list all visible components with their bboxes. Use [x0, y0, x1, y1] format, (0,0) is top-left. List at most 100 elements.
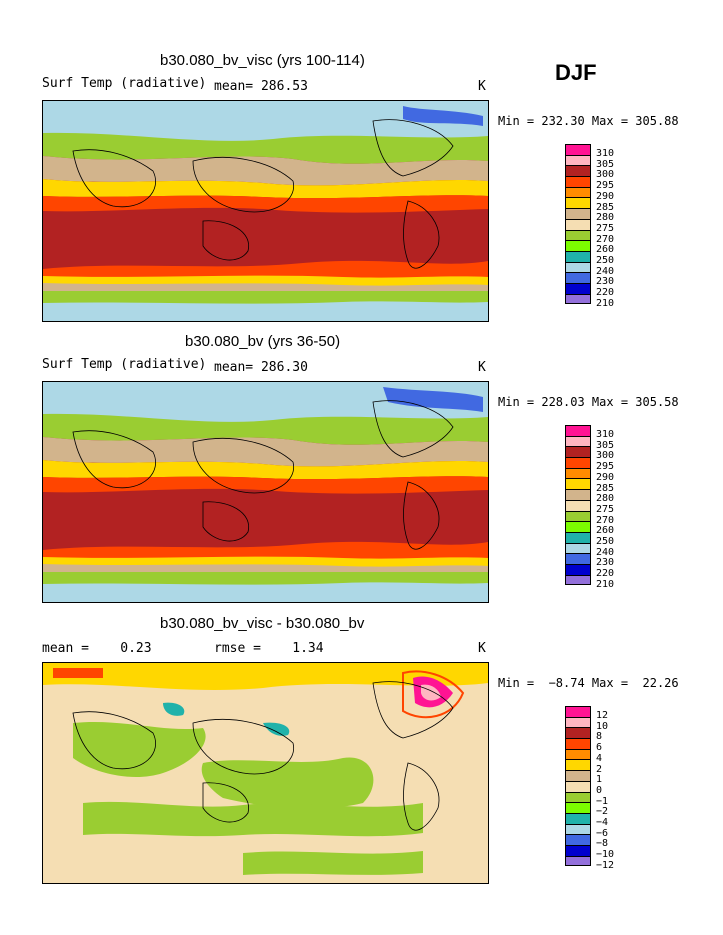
panel2-field-label: Surf Temp (radiative)	[42, 357, 207, 372]
legend-swatch	[565, 553, 591, 564]
panel1-legend-label: 305	[596, 158, 615, 170]
panel1-legend-label: 270	[596, 233, 615, 245]
panel3-legend-label: 8	[596, 731, 603, 743]
legend-swatch	[565, 727, 591, 739]
legend-swatch	[565, 446, 591, 458]
panel3-legend-label: 0	[596, 784, 603, 796]
panel2-map	[42, 381, 489, 603]
panel3-title: b30.080_bv_visc - b30.080_bv	[160, 615, 365, 632]
panel3-legend-label: 4	[596, 752, 603, 764]
legend-swatch	[565, 780, 591, 792]
panel2-legend-label: 230	[596, 557, 615, 569]
legend-swatch	[565, 154, 591, 166]
panel3-units-label: K	[478, 641, 486, 656]
legend-swatch	[565, 738, 591, 749]
panel2-legend-label: 310	[596, 429, 615, 440]
panel1-units-label: K	[478, 79, 486, 94]
panel1-legend-label: 230	[596, 276, 615, 288]
panel1-map	[42, 100, 489, 322]
legend-swatch	[565, 791, 591, 803]
legend-swatch	[565, 176, 591, 187]
panel3-legend-label: −2	[596, 806, 609, 818]
panel3-rmse-label: rmse = 1.34	[214, 641, 324, 656]
legend-swatch	[565, 521, 591, 532]
legend-swatch	[565, 844, 591, 856]
panel1-legend-label: 300	[596, 169, 615, 181]
legend-swatch	[565, 457, 591, 468]
panel2-legend-label: 305	[596, 439, 615, 451]
panel2-legend-label: 285	[596, 482, 615, 494]
panel2-legend-label: 270	[596, 514, 615, 526]
legend-swatch	[565, 197, 591, 209]
panel3-legend-label: 2	[596, 763, 603, 775]
panel2-legend-label: 240	[596, 546, 615, 558]
panel1-legend-label: 295	[596, 180, 615, 192]
legend-swatch	[565, 574, 591, 586]
legend-swatch	[565, 489, 591, 500]
panel2-legend-label: 220	[596, 568, 615, 580]
panel2-legend-label: 250	[596, 536, 615, 547]
panel3-legend-label: 12	[596, 710, 609, 721]
legend-swatch	[565, 510, 591, 522]
legend-swatch	[565, 759, 591, 771]
panel1-legend-label: 285	[596, 201, 615, 213]
panel1-legend-label: 260	[596, 244, 615, 256]
panel3-legend-label: −4	[596, 817, 609, 828]
legend-swatch	[565, 563, 591, 575]
panel1-legend-label: 290	[596, 190, 615, 202]
panel1-legend-label: 240	[596, 265, 615, 277]
panel3-legend-label: 10	[596, 720, 609, 732]
panel2-legend-label: 210	[596, 578, 615, 590]
legend-swatch	[565, 802, 591, 813]
legend-swatch	[565, 770, 591, 781]
panel1-legend-label: 280	[596, 212, 615, 224]
legend-swatch	[565, 229, 591, 241]
legend-swatch	[565, 478, 591, 490]
panel2-legend-label: 295	[596, 461, 615, 473]
legend-swatch	[565, 272, 591, 283]
legend-swatch	[565, 716, 591, 728]
panel2-title: b30.080_bv (yrs 36-50)	[185, 333, 341, 350]
panel1-legend-label: 275	[596, 222, 615, 234]
panel3-legend-label: −10	[596, 849, 615, 861]
panel1-legend	[565, 144, 591, 305]
panel2-units-label: K	[478, 360, 486, 375]
legend-swatch	[565, 165, 591, 177]
panel1-legend-label: 220	[596, 287, 615, 299]
legend-swatch	[565, 218, 591, 230]
panel3-legend	[565, 706, 591, 867]
panel1-title: b30.080_bv_visc (yrs 100-114)	[160, 52, 365, 69]
legend-swatch	[565, 435, 591, 447]
panel1-legend-label: 310	[596, 148, 615, 159]
legend-swatch	[565, 425, 591, 436]
legend-swatch	[565, 144, 591, 155]
panel3-legend-label: −8	[596, 838, 609, 850]
panel2-legend-label: 300	[596, 450, 615, 462]
panel1-mean-label: mean= 286.53	[214, 79, 308, 94]
panel3-legend-label: 1	[596, 774, 603, 786]
panel3-legend-label: −1	[596, 795, 609, 807]
legend-swatch	[565, 542, 591, 554]
legend-swatch	[565, 261, 591, 273]
season-label: DJF	[555, 60, 597, 85]
legend-swatch	[565, 250, 591, 262]
legend-swatch	[565, 823, 591, 835]
legend-swatch	[565, 748, 591, 760]
panel3-legend-label: −12	[596, 859, 615, 871]
panel2-legend	[565, 425, 591, 586]
panel2-legend-label: 260	[596, 525, 615, 537]
panel1-minmax-label: Min = 232.30 Max = 305.88	[498, 114, 679, 128]
legend-swatch	[565, 812, 591, 824]
legend-swatch	[565, 208, 591, 219]
panel3-legend-label: −6	[596, 827, 609, 839]
panel3-legend-label: 6	[596, 742, 603, 754]
legend-swatch	[565, 499, 591, 511]
panel1-field-label: Surf Temp (radiative)	[42, 76, 207, 91]
legend-swatch	[565, 834, 591, 845]
legend-swatch	[565, 293, 591, 305]
panel2-mean-label: mean= 286.30	[214, 360, 308, 375]
legend-swatch	[565, 467, 591, 479]
panel2-legend-label: 290	[596, 471, 615, 483]
panel3-minmax-label: Min = −8.74 Max = 22.26	[498, 676, 679, 690]
legend-swatch	[565, 186, 591, 198]
